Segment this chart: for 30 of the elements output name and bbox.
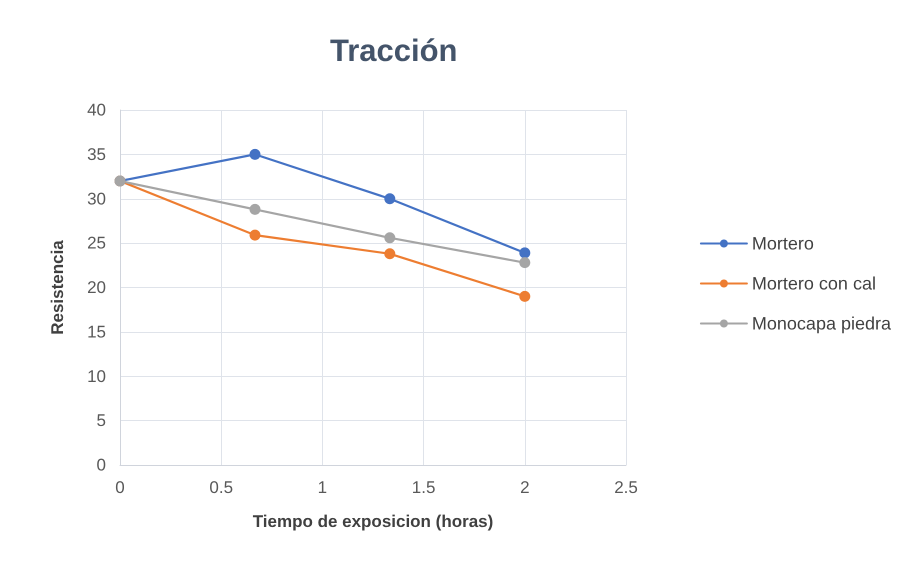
legend-label: Mortero con cal [752,274,876,294]
y-tick-label: 25 [87,234,106,253]
point [384,193,396,204]
x-tick-label: 2 [520,478,530,497]
point [250,148,260,160]
point [519,247,530,258]
y-tick-label: 0 [96,456,106,474]
y-tick-label: 10 [87,366,106,386]
point [384,232,396,244]
x-axis-title: Tiempo de exposicion (horas) [252,512,494,531]
legend-label: Mortero [752,234,814,254]
point [519,257,530,268]
point [250,230,260,241]
x-tick-label: 0 [115,478,125,497]
y-tick-label: 40 [87,100,106,120]
point [250,204,260,215]
legend-label: Monocapa piedra [752,314,892,334]
point [384,248,396,260]
y-axis-title: Resistencia [48,240,67,335]
y-tick-label: 35 [87,144,106,164]
x-tick-label: 1.5 [412,478,436,497]
y-tick-label: 20 [87,278,106,297]
chart-title: Tracción [330,33,458,68]
x-tick-label: 2.5 [614,478,638,497]
x-tick-label: 1 [318,478,328,497]
point [519,290,530,302]
y-tick-label: 30 [87,189,106,208]
y-tick-label: 15 [87,322,106,342]
x-tick-label: 0.5 [209,478,234,497]
y-tick-label: 5 [96,411,106,430]
